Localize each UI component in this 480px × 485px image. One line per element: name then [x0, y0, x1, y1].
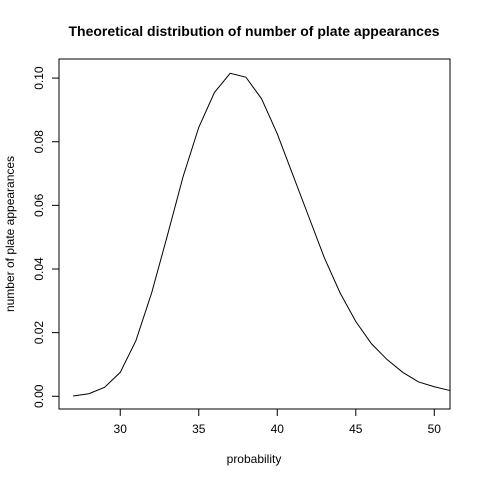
x-tick-label-35: 35	[192, 422, 206, 436]
x-axis-label: probability	[227, 452, 282, 466]
x-tick-label-50: 50	[428, 422, 442, 436]
y-axis-label: number of plate appearances	[3, 156, 17, 312]
y-tick-label-4: 0.08	[32, 130, 46, 154]
y-tick-label-2: 0.04	[32, 257, 46, 281]
y-axis: 0.00 0.02 0.04 0.06 0.08 0.10	[32, 66, 59, 408]
x-tick-label-40: 40	[271, 422, 285, 436]
chart-title: Theoretical distribution of number of pl…	[68, 23, 439, 39]
x-axis: 30 35 40 45 50	[114, 409, 442, 436]
y-tick-label-0: 0.00	[32, 384, 46, 408]
series-layer	[73, 72, 451, 397]
y-tick-label-1: 0.02	[32, 321, 46, 345]
y-tick-label-3: 0.06	[32, 193, 46, 217]
x-tick-label-45: 45	[349, 422, 363, 436]
x-tick-label-30: 30	[114, 422, 128, 436]
y-tick-label-5: 0.10	[32, 66, 46, 90]
plot-frame	[58, 58, 451, 410]
series-line-0	[73, 72, 451, 397]
